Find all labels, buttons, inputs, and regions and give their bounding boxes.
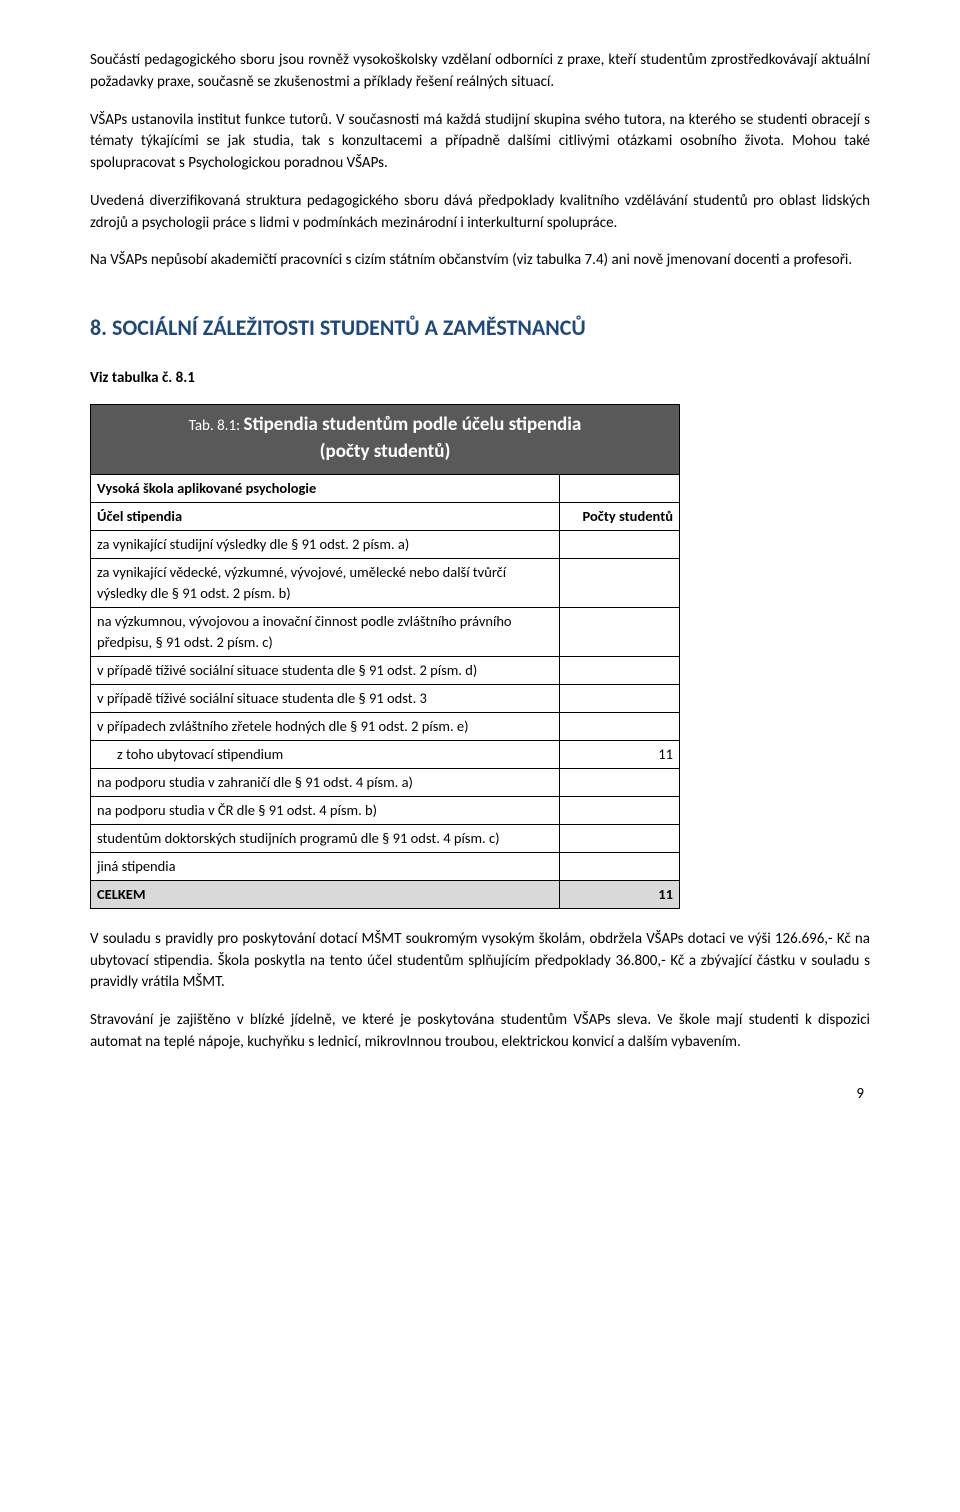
table-cell: za vynikající studijní výsledky dle § 91… [91, 530, 560, 558]
stipendia-table: Tab. 8.1: Stipendia studentům podle účel… [90, 404, 680, 909]
table-cell: na podporu studia v ČR dle § 91 odst. 4 … [91, 796, 560, 824]
section-subtitle: Viz tabulka č. 8.1 [90, 368, 870, 390]
table-cell: v případě tíživé sociální situace studen… [91, 656, 560, 684]
body-paragraph: Stravování je zajištěno v blízké jídelně… [90, 1010, 870, 1054]
table-row: za vynikající studijní výsledky dle § 91… [91, 530, 680, 558]
table-total-row: CELKEM 11 [91, 880, 680, 908]
table-cell: studentům doktorských studijních program… [91, 824, 560, 852]
body-paragraph: VŠAPs ustanovila institut funkce tutorů.… [90, 110, 870, 175]
table-col2-header: Počty studentů [560, 502, 680, 530]
table-cell [560, 558, 680, 607]
table-header-row: Účel stipendia Počty studentů [91, 502, 680, 530]
body-paragraph: Uvedená diverzifikovaná struktura pedago… [90, 191, 870, 235]
table-title-row: Tab. 8.1: Stipendia studentům podle účel… [91, 404, 680, 474]
table-cell [560, 768, 680, 796]
table-cell [560, 607, 680, 656]
table-cell: v případech zvláštního zřetele hodných d… [91, 712, 560, 740]
table-row: za vynikající vědecké, výzkumné, vývojov… [91, 558, 680, 607]
table-total-label: CELKEM [91, 880, 560, 908]
table-cell [560, 712, 680, 740]
table-row: v případě tíživé sociální situace studen… [91, 656, 680, 684]
table-cell: 11 [560, 740, 680, 768]
table-row: v případech zvláštního zřetele hodných d… [91, 712, 680, 740]
table-cell [560, 474, 680, 502]
table-title-main: Stipendia studentům podle účelu stipendi… [244, 413, 582, 436]
page-number: 9 [90, 1084, 870, 1106]
body-paragraph: Součástí pedagogického sboru jsou rovněž… [90, 50, 870, 94]
table-cell: z toho ubytovací stipendium [91, 740, 560, 768]
table-cell [560, 852, 680, 880]
table-cell: na výzkumnou, vývojovou a inovační činno… [91, 607, 560, 656]
table-cell: na podporu studia v zahraničí dle § 91 o… [91, 768, 560, 796]
table-cell [560, 530, 680, 558]
table-row: na podporu studia v zahraničí dle § 91 o… [91, 768, 680, 796]
table-cell [560, 656, 680, 684]
table-row: na podporu studia v ČR dle § 91 odst. 4 … [91, 796, 680, 824]
body-paragraph: V souladu s pravidly pro poskytování dot… [90, 929, 870, 994]
table-title-label: Tab. 8.1: [189, 417, 244, 435]
table-row: z toho ubytovací stipendium 11 [91, 740, 680, 768]
body-paragraph: Na VŠAPs nepůsobí akademičtí pracovníci … [90, 250, 870, 272]
table-school: Vysoká škola aplikované psychologie [91, 474, 560, 502]
table-row: Vysoká škola aplikované psychologie [91, 474, 680, 502]
table-row: jiná stipendia [91, 852, 680, 880]
table-row: studentům doktorských studijních program… [91, 824, 680, 852]
table-cell [560, 824, 680, 852]
table-cell [560, 796, 680, 824]
table-cell: jiná stipendia [91, 852, 560, 880]
table-row: na výzkumnou, vývojovou a inovační činno… [91, 607, 680, 656]
section-heading: 8. SOCIÁLNÍ ZÁLEŽITOSTI STUDENTŮ A ZAMĚS… [90, 312, 870, 344]
table-cell: v případě tíživé sociální situace studen… [91, 684, 560, 712]
table-title-sub: (počty studentů) [320, 440, 451, 463]
table-col1-header: Účel stipendia [91, 502, 560, 530]
table-row: v případě tíživé sociální situace studen… [91, 684, 680, 712]
table-cell: za vynikající vědecké, výzkumné, vývojov… [91, 558, 560, 607]
table-total-value: 11 [560, 880, 680, 908]
table-cell [560, 684, 680, 712]
